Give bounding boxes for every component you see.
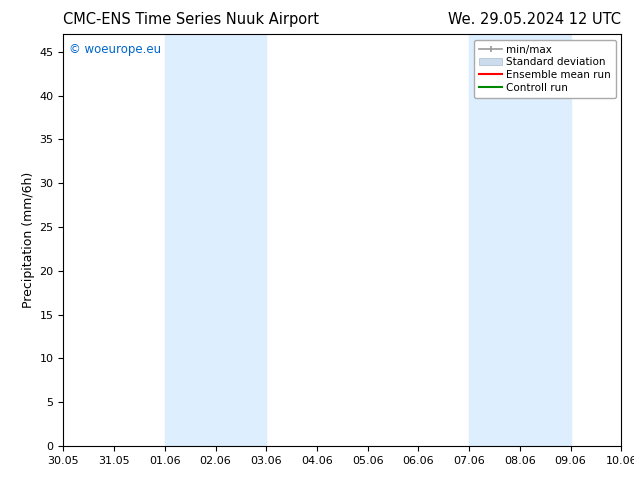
Text: CMC-ENS Time Series Nuuk Airport: CMC-ENS Time Series Nuuk Airport [63,12,320,27]
Y-axis label: Precipitation (mm/6h): Precipitation (mm/6h) [22,172,36,308]
Legend: min/max, Standard deviation, Ensemble mean run, Controll run: min/max, Standard deviation, Ensemble me… [474,40,616,98]
Bar [165,34,266,446]
Text: © woeurope.eu: © woeurope.eu [69,43,161,55]
Text: We. 29.05.2024 12 UTC: We. 29.05.2024 12 UTC [448,12,621,27]
Bar [469,34,571,446]
